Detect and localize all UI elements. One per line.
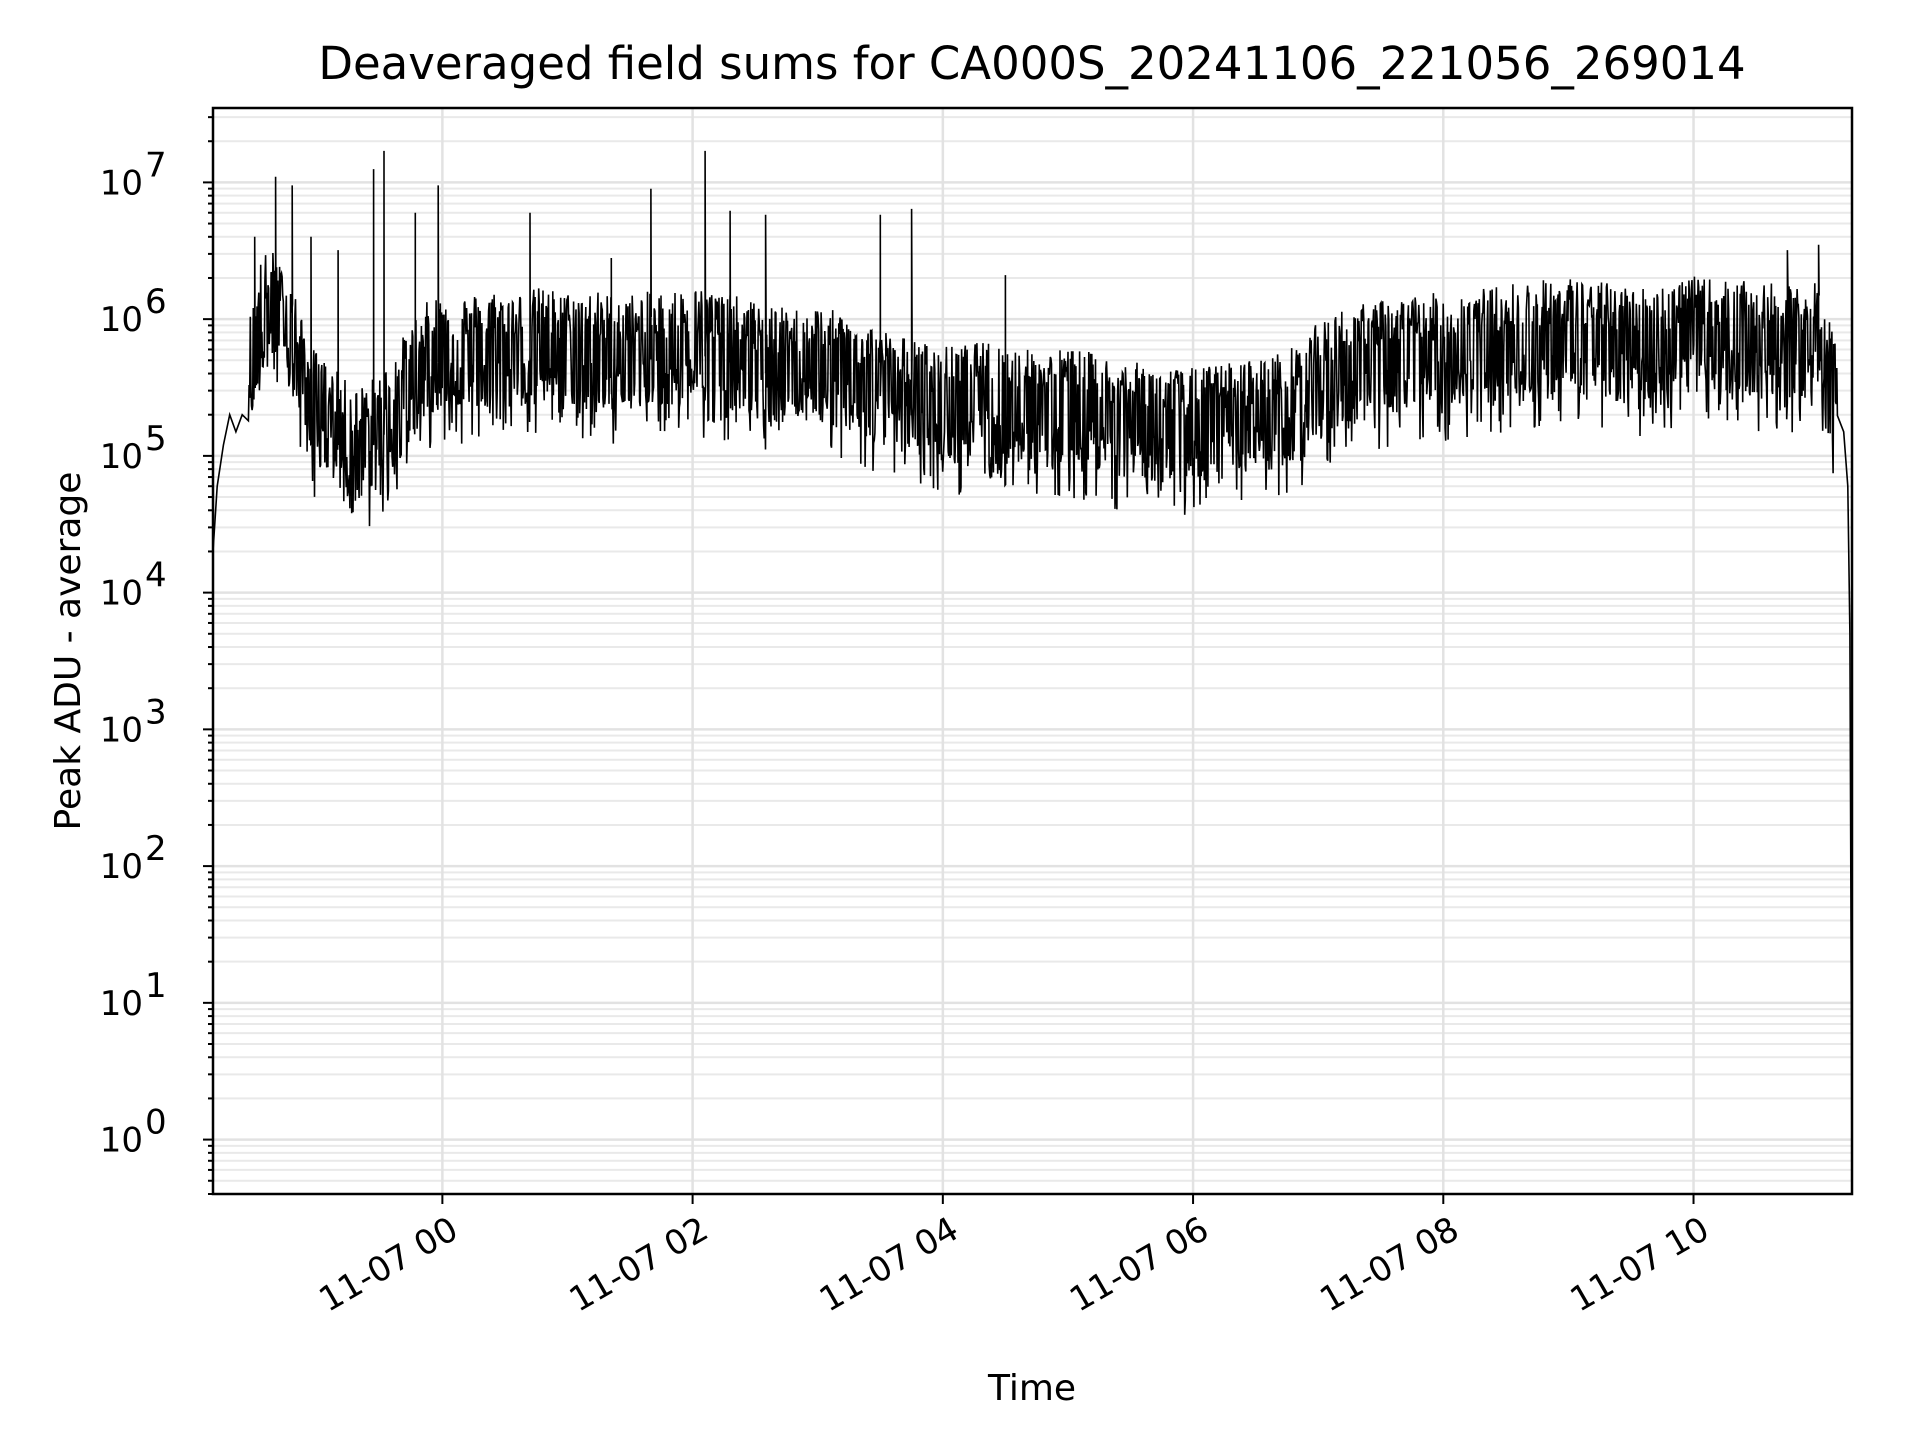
series-line bbox=[212, 150, 1853, 1181]
y-tick-label: 10 bbox=[100, 847, 143, 887]
x-tick-label: 11-07 04 bbox=[813, 1209, 965, 1320]
plot-area-frame bbox=[211, 106, 1854, 1196]
x-axis-label: Time bbox=[987, 1368, 1076, 1409]
grid bbox=[213, 108, 1852, 1195]
x-axis: 11-07 00 11-07 02 11-07 04 11-07 06 11-07 08… bbox=[312, 1194, 1716, 1320]
y-tick-label: 10 bbox=[100, 984, 143, 1024]
y-tick-exponent: 2 bbox=[145, 829, 167, 869]
y-tick-label: 10 bbox=[100, 163, 143, 203]
x-tick-label: 11-07 06 bbox=[1063, 1209, 1215, 1320]
y-tick-label: 10 bbox=[100, 1121, 143, 1161]
y-tick-exponent: 7 bbox=[145, 145, 167, 185]
x-tick-label: 11-07 00 bbox=[312, 1209, 464, 1320]
y-tick-label: 10 bbox=[100, 437, 143, 477]
x-tick-label: 11-07 02 bbox=[563, 1209, 715, 1320]
chart-title: Deaveraged field sums for CA000S_2024110… bbox=[318, 37, 1745, 90]
x-tick-label: 11-07 10 bbox=[1564, 1209, 1716, 1320]
y-tick-exponent: 4 bbox=[145, 556, 167, 596]
y-tick-label: 10 bbox=[100, 300, 143, 340]
x-tick-label: 11-07 08 bbox=[1313, 1209, 1465, 1320]
y-tick-exponent: 0 bbox=[145, 1103, 167, 1143]
y-axis-label: Peak ADU - average bbox=[48, 472, 89, 831]
y-tick-exponent: 3 bbox=[145, 692, 167, 732]
y-tick-exponent: 5 bbox=[145, 419, 167, 459]
y-tick-exponent: 6 bbox=[145, 282, 167, 322]
y-tick-exponent: 1 bbox=[145, 966, 167, 1006]
y-tick-label: 10 bbox=[100, 710, 143, 750]
y-tick-label: 10 bbox=[100, 574, 143, 614]
